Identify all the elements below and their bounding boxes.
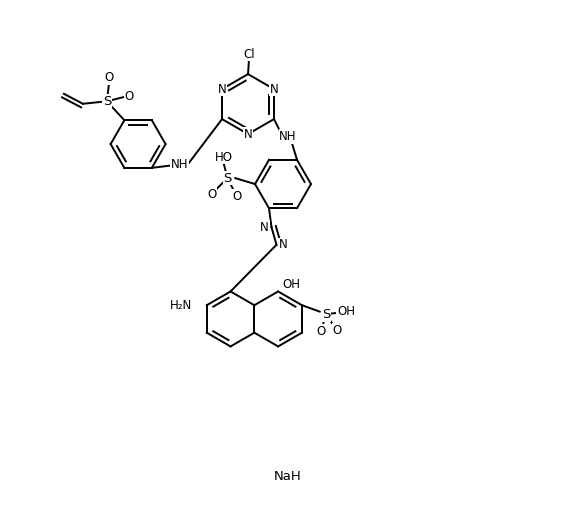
Text: S: S [223, 172, 232, 184]
Text: O: O [105, 71, 114, 84]
Text: S: S [322, 308, 330, 321]
Text: N: N [270, 83, 278, 96]
Text: O: O [207, 187, 216, 201]
Text: NaH: NaH [274, 470, 302, 483]
Text: N: N [218, 83, 226, 96]
Text: S: S [103, 95, 111, 108]
Text: N: N [279, 238, 288, 251]
Text: HO: HO [214, 150, 233, 164]
Text: O: O [125, 90, 134, 103]
Text: Cl: Cl [243, 48, 255, 60]
Text: H₂N: H₂N [169, 299, 192, 312]
Text: O: O [232, 189, 241, 203]
Text: NH: NH [171, 158, 188, 171]
Text: O: O [316, 325, 325, 338]
Text: O: O [332, 324, 342, 337]
Text: OH: OH [337, 305, 355, 318]
Text: OH: OH [283, 278, 301, 291]
Text: NH: NH [279, 130, 297, 143]
Text: N: N [260, 221, 269, 234]
Text: N: N [244, 128, 252, 141]
